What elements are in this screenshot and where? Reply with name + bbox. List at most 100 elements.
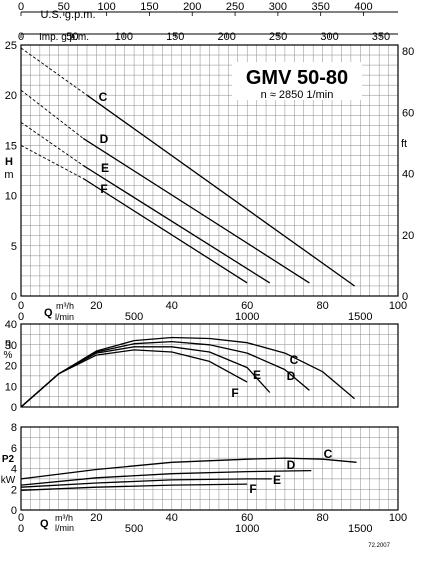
tick-label-us-gpm: 100	[97, 1, 115, 13]
q-unit-m3h-2: m³/h	[55, 513, 73, 523]
q-unit-m3h-1: m³/h	[56, 301, 74, 311]
tick-label-us-gpm: 200	[183, 1, 201, 13]
tick-label-head-m: 5	[11, 241, 17, 253]
tick-label-q-lmin: 1500	[348, 311, 372, 323]
tick-label-eff: 30	[5, 340, 17, 352]
eff-axis-label-eta: η	[5, 337, 11, 349]
curve-E	[82, 164, 271, 284]
tick-label-us-gpm: 250	[226, 1, 244, 13]
tick-label-eff: 10	[5, 381, 17, 393]
top-axis-us-label: U.S. g.p.m.	[40, 9, 95, 21]
curve-D-dashed	[20, 89, 84, 139]
curve-C	[20, 457, 357, 480]
series-label-F: F	[249, 482, 256, 496]
tick-label-power: 8	[11, 422, 17, 434]
tick-label-head-ft: 80	[402, 46, 414, 58]
tick-label-q-lmin-bottom: 500	[125, 523, 143, 535]
tick-label-power: 6	[11, 443, 17, 455]
q-unit-lmin-2: l/min	[55, 523, 74, 533]
chart-subtitle: n ≈ 2850 1/min	[261, 89, 334, 101]
curve-D	[82, 137, 310, 284]
tick-label-head-ft: 20	[402, 230, 414, 242]
curve-C-dashed	[20, 47, 88, 96]
tick-label-head-m: 0	[11, 291, 17, 303]
tick-label-q-lmin: 0	[18, 311, 24, 323]
series-label-F: F	[100, 182, 107, 196]
curve-F	[20, 483, 248, 491]
tick-label-q-m3h-bottom: 40	[166, 512, 178, 524]
head-axis-label-ft: ft	[401, 138, 407, 150]
tick-label-head-m: 10	[5, 191, 17, 203]
tick-label-q-lmin: 500	[125, 311, 143, 323]
plot-frame	[20, 426, 399, 511]
series-label-D: D	[100, 132, 109, 146]
curve-F	[20, 349, 248, 408]
tick-label-q-m3h-bottom: 60	[241, 512, 253, 524]
tick-label-us-gpm: 400	[354, 1, 372, 13]
plot-frame	[20, 323, 399, 408]
tick-label-head-ft: 40	[402, 169, 414, 181]
curve-F-dashed	[20, 145, 84, 179]
tick-label-us-gpm: 350	[312, 1, 330, 13]
curve-E	[20, 478, 272, 488]
curve-E-dashed	[20, 121, 84, 166]
tick-label-q-m3h: 0	[18, 300, 24, 312]
tick-label-head-ft: 0	[402, 291, 408, 303]
tick-label-q-m3h-bottom: 0	[18, 512, 24, 524]
tick-label-imp-gpm: 350	[372, 31, 390, 43]
tick-label-q-lmin-bottom: 1500	[348, 523, 372, 535]
series-label-C: C	[324, 447, 333, 461]
plot-frames	[20, 11, 399, 511]
footer-code: 72.2007	[368, 543, 390, 549]
series-label-E: E	[253, 368, 261, 382]
tick-label-head-m: 25	[5, 40, 17, 52]
power-axis-label-kw: kW	[1, 475, 16, 486]
plot-frame	[20, 44, 399, 297]
tick-label-power: 4	[11, 464, 17, 476]
tick-label-imp-gpm: 300	[320, 31, 338, 43]
series-label-F: F	[231, 386, 238, 400]
series-label-E: E	[101, 161, 109, 175]
head-axis-label-h: H	[5, 156, 13, 168]
power-axis-label-p2: P2	[2, 454, 15, 465]
tick-label-eff: 20	[5, 361, 17, 373]
tick-label-head-m: 20	[5, 90, 17, 102]
tick-label-imp-gpm: 100	[115, 31, 133, 43]
tick-label-eff: 0	[11, 402, 17, 414]
curve-D	[20, 469, 312, 486]
head-axis-label-m: m	[4, 169, 13, 181]
title-box	[232, 62, 362, 100]
series-label-C: C	[99, 90, 108, 104]
tick-label-us-gpm: 300	[269, 1, 287, 13]
tick-label-q-lmin-bottom: 1000	[235, 523, 259, 535]
curve-F	[82, 177, 248, 284]
tick-label-power: 0	[11, 505, 17, 517]
tick-label-imp-gpm: 150	[166, 31, 184, 43]
eff-axis-label-pct: %	[4, 350, 13, 361]
tick-label-head-ft: 60	[402, 107, 414, 119]
tick-label-q-m3h: 40	[166, 300, 178, 312]
tick-label-imp-gpm: 50	[66, 31, 78, 43]
tick-label-power: 2	[11, 484, 17, 496]
series-label-E: E	[273, 473, 281, 487]
chart-title: GMV 50-80	[246, 67, 348, 89]
tick-label-q-lmin-bottom: 0	[18, 523, 24, 535]
tick-label-q-m3h-bottom: 100	[389, 512, 407, 524]
grid-layer	[20, 44, 399, 511]
tick-label-head-m: 15	[5, 140, 17, 152]
series-label-C: C	[290, 353, 299, 367]
tick-label-q-m3h: 80	[316, 300, 328, 312]
tick-label-imp-gpm: 250	[269, 31, 287, 43]
q-label-1: Q	[44, 307, 53, 319]
tick-label-eff: 40	[5, 319, 17, 331]
curve-C	[86, 94, 355, 287]
tick-label-imp-gpm: 0	[18, 31, 24, 43]
tick-label-imp-gpm: 200	[217, 31, 235, 43]
series-label-D: D	[287, 369, 296, 383]
q-unit-lmin-1: l/min	[55, 312, 74, 322]
tick-label-us-gpm: 50	[58, 1, 70, 13]
tick-label-q-m3h: 60	[241, 300, 253, 312]
